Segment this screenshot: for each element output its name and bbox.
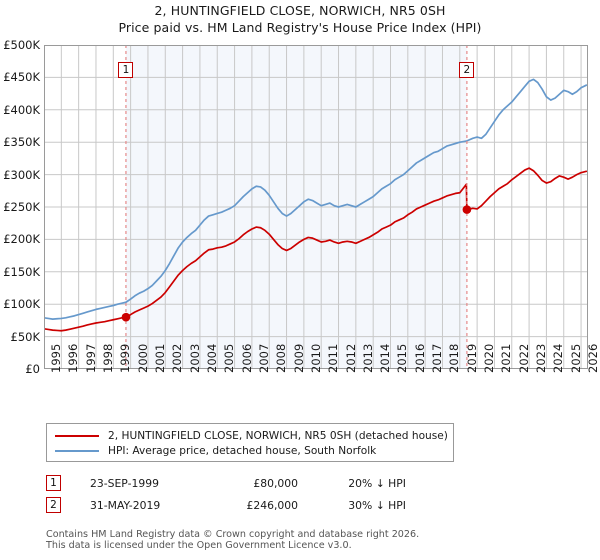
transaction-price: £80,000 — [253, 476, 298, 490]
x-tick-label: 2002 — [170, 343, 185, 373]
transaction-row: 2 31-MAY-2019 £246,000 30% ↓ HPI — [46, 494, 476, 516]
legend-color-swatch — [55, 450, 99, 452]
x-tick-label: 2004 — [204, 343, 219, 373]
transaction-points — [121, 205, 472, 322]
x-tick-label: 2022 — [516, 343, 531, 373]
x-tick-label: 2020 — [482, 343, 497, 373]
x-tick-label: 2024 — [551, 343, 566, 373]
x-tick-label: 2023 — [534, 343, 549, 373]
chart-marker-2: 2 — [459, 62, 475, 78]
transaction-index-badge: 2 — [46, 497, 61, 513]
x-tick-label: 1995 — [49, 343, 63, 373]
x-tick-label: 2018 — [447, 343, 462, 373]
x-tick-label: 2005 — [222, 343, 237, 373]
title-line-1: 2, HUNTINGFIELD CLOSE, NORWICH, NR5 0SH — [154, 3, 446, 18]
x-tick-label: 2010 — [308, 343, 323, 373]
chart-marker-1: 1 — [118, 62, 134, 78]
transaction-hpi-delta: 30% ↓ HPI — [348, 498, 406, 512]
y-tick-label: £350K — [3, 135, 40, 150]
legend-color-swatch — [55, 435, 99, 437]
x-tick-label: 2007 — [256, 343, 271, 373]
legend-item: HPI: Average price, detached house, Sout… — [55, 444, 445, 458]
x-tick-label: 2000 — [135, 343, 150, 373]
transaction-hpi-delta: 20% ↓ HPI — [348, 476, 406, 490]
footer-line-2: This data is licensed under the Open Gov… — [46, 540, 352, 551]
title-line-2: Price paid vs. HM Land Registry's House … — [118, 20, 482, 35]
x-tick-label: 2026 — [586, 343, 600, 373]
chart-legend: 2, HUNTINGFIELD CLOSE, NORWICH, NR5 0SH … — [46, 423, 454, 462]
y-tick-label: £400K — [3, 102, 40, 117]
y-tick-label: £200K — [3, 232, 40, 247]
footer-attribution: Contains HM Land Registry data © Crown c… — [46, 529, 566, 551]
x-tick-label: 1997 — [83, 343, 98, 373]
x-tick-label: 2025 — [568, 343, 583, 373]
price-history-chart — [44, 45, 588, 369]
legend-label: HPI: Average price, detached house, Sout… — [108, 445, 377, 457]
legend-label: 2, HUNTINGFIELD CLOSE, NORWICH, NR5 0SH … — [108, 430, 448, 442]
transaction-date: 31-MAY-2019 — [90, 498, 161, 512]
y-tick-label: £100K — [3, 297, 40, 312]
x-tick-label: 2013 — [360, 343, 375, 373]
y-tick-label: £150K — [3, 264, 40, 279]
x-tick-label: 2017 — [430, 343, 445, 373]
y-tick-label: £0 — [25, 362, 40, 376]
x-tick-label: 1998 — [100, 343, 115, 373]
x-tick-label: 2015 — [395, 343, 410, 373]
transaction-price: £246,000 — [246, 498, 298, 512]
chart-canvas — [44, 45, 588, 369]
y-tick-label: £300K — [3, 167, 40, 182]
y-tick-label: £250K — [3, 200, 40, 214]
chart-series-lines — [44, 78, 588, 332]
x-tick-label: 2008 — [274, 343, 289, 373]
x-tick-label: 2021 — [499, 343, 514, 373]
y-tick-label: £50K — [10, 329, 41, 344]
x-tick-label: 1999 — [118, 343, 133, 373]
y-tick-label: £450K — [3, 70, 40, 85]
transaction-index-badge: 1 — [46, 475, 61, 491]
chart-border — [44, 45, 588, 369]
x-tick-label: 2016 — [412, 343, 427, 373]
transaction-date: 23-SEP-1999 — [90, 476, 159, 490]
legend-item: 2, HUNTINGFIELD CLOSE, NORWICH, NR5 0SH … — [55, 429, 448, 443]
x-tick-label: 2009 — [291, 343, 306, 373]
footer-line-1: Contains HM Land Registry data © Crown c… — [46, 529, 420, 540]
x-tick-label: 1996 — [66, 343, 81, 373]
x-tick-label: 2001 — [152, 343, 167, 373]
x-tick-label: 2019 — [464, 343, 479, 373]
x-tick-label: 2012 — [343, 343, 358, 373]
x-tick-label: 2011 — [326, 343, 341, 373]
x-tick-label: 2014 — [378, 343, 393, 373]
transaction-row: 1 23-SEP-1999 £80,000 20% ↓ HPI — [46, 472, 476, 494]
x-tick-label: 2006 — [239, 343, 254, 373]
y-tick-label: £500K — [3, 38, 40, 52]
page-title: 2, HUNTINGFIELD CLOSE, NORWICH, NR5 0SH … — [0, 2, 600, 36]
x-tick-label: 2003 — [187, 343, 202, 373]
transaction-list: 1 23-SEP-1999 £80,000 20% ↓ HPI 2 31-MAY-2019… — [46, 472, 476, 516]
